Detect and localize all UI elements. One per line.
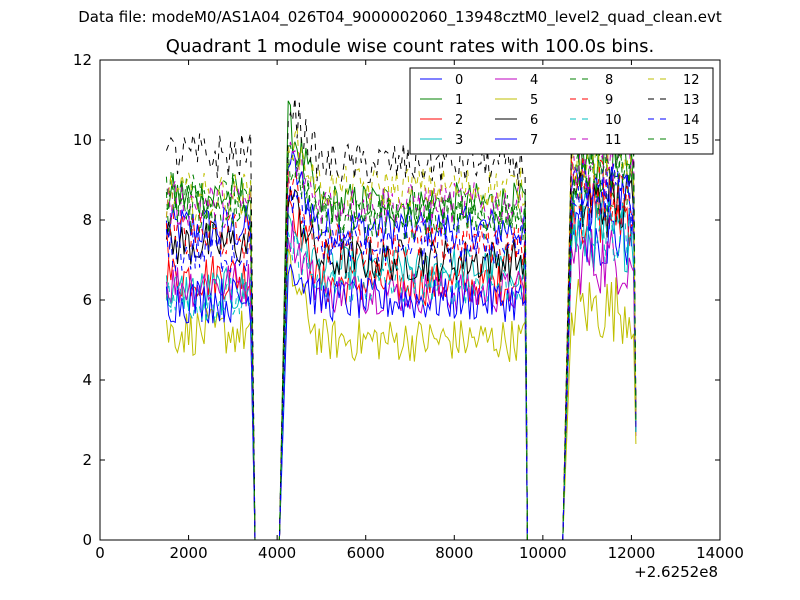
legend-label-3: 3: [455, 133, 463, 148]
series-line-3: [165, 202, 637, 541]
x-tick-label: 4000: [258, 544, 296, 562]
y-tick-label: 8: [82, 211, 92, 229]
series-line-2: [165, 177, 637, 541]
legend-label-4: 4: [530, 73, 538, 88]
x-tick-label: 0: [95, 544, 105, 562]
legend-label-0: 0: [455, 73, 463, 88]
legend-label-15: 15: [683, 133, 700, 148]
chart-title: Quadrant 1 module wise count rates with …: [165, 36, 655, 57]
series-line-9: [165, 152, 637, 541]
x-tick-label: 6000: [347, 544, 385, 562]
y-tick-label: 2: [82, 451, 92, 469]
legend-label-8: 8: [605, 73, 613, 88]
legend-label-9: 9: [605, 93, 613, 108]
y-tick-label: 12: [73, 51, 92, 69]
legend-label-12: 12: [683, 73, 700, 88]
x-tick-label: 10000: [519, 544, 567, 562]
x-offset-label: +2.6252e8: [634, 563, 718, 581]
x-tick-label: 2000: [169, 544, 207, 562]
y-tick-label: 10: [73, 131, 92, 149]
figure-suptitle: Data file: modeM0/AS1A04_026T04_90000020…: [78, 8, 722, 26]
legend-label-14: 14: [683, 113, 700, 128]
x-tick-label: 8000: [435, 544, 473, 562]
legend-label-7: 7: [530, 133, 538, 148]
series-line-6: [165, 171, 637, 541]
series-line-5: [165, 248, 637, 541]
legend-label-2: 2: [455, 113, 463, 128]
series-line-10: [165, 192, 637, 541]
legend-label-13: 13: [683, 93, 700, 108]
series-line-14: [165, 161, 637, 541]
y-tick-label: 0: [82, 531, 92, 549]
legend-label-11: 11: [605, 133, 622, 148]
legend-label-5: 5: [530, 93, 538, 108]
legend-label-10: 10: [605, 113, 622, 128]
legend-label-1: 1: [455, 93, 463, 108]
x-tick-label: 14000: [696, 544, 744, 562]
y-tick-label: 6: [82, 291, 92, 309]
series-layer: [165, 88, 637, 541]
y-tick-label: 4: [82, 371, 92, 389]
legend-label-6: 6: [530, 113, 538, 128]
x-tick-label: 12000: [608, 544, 656, 562]
axis-layer: 0 2000 4000 6000 8000 10000 12000 1400002468101…: [73, 51, 744, 562]
legend-box: [409, 67, 714, 155]
